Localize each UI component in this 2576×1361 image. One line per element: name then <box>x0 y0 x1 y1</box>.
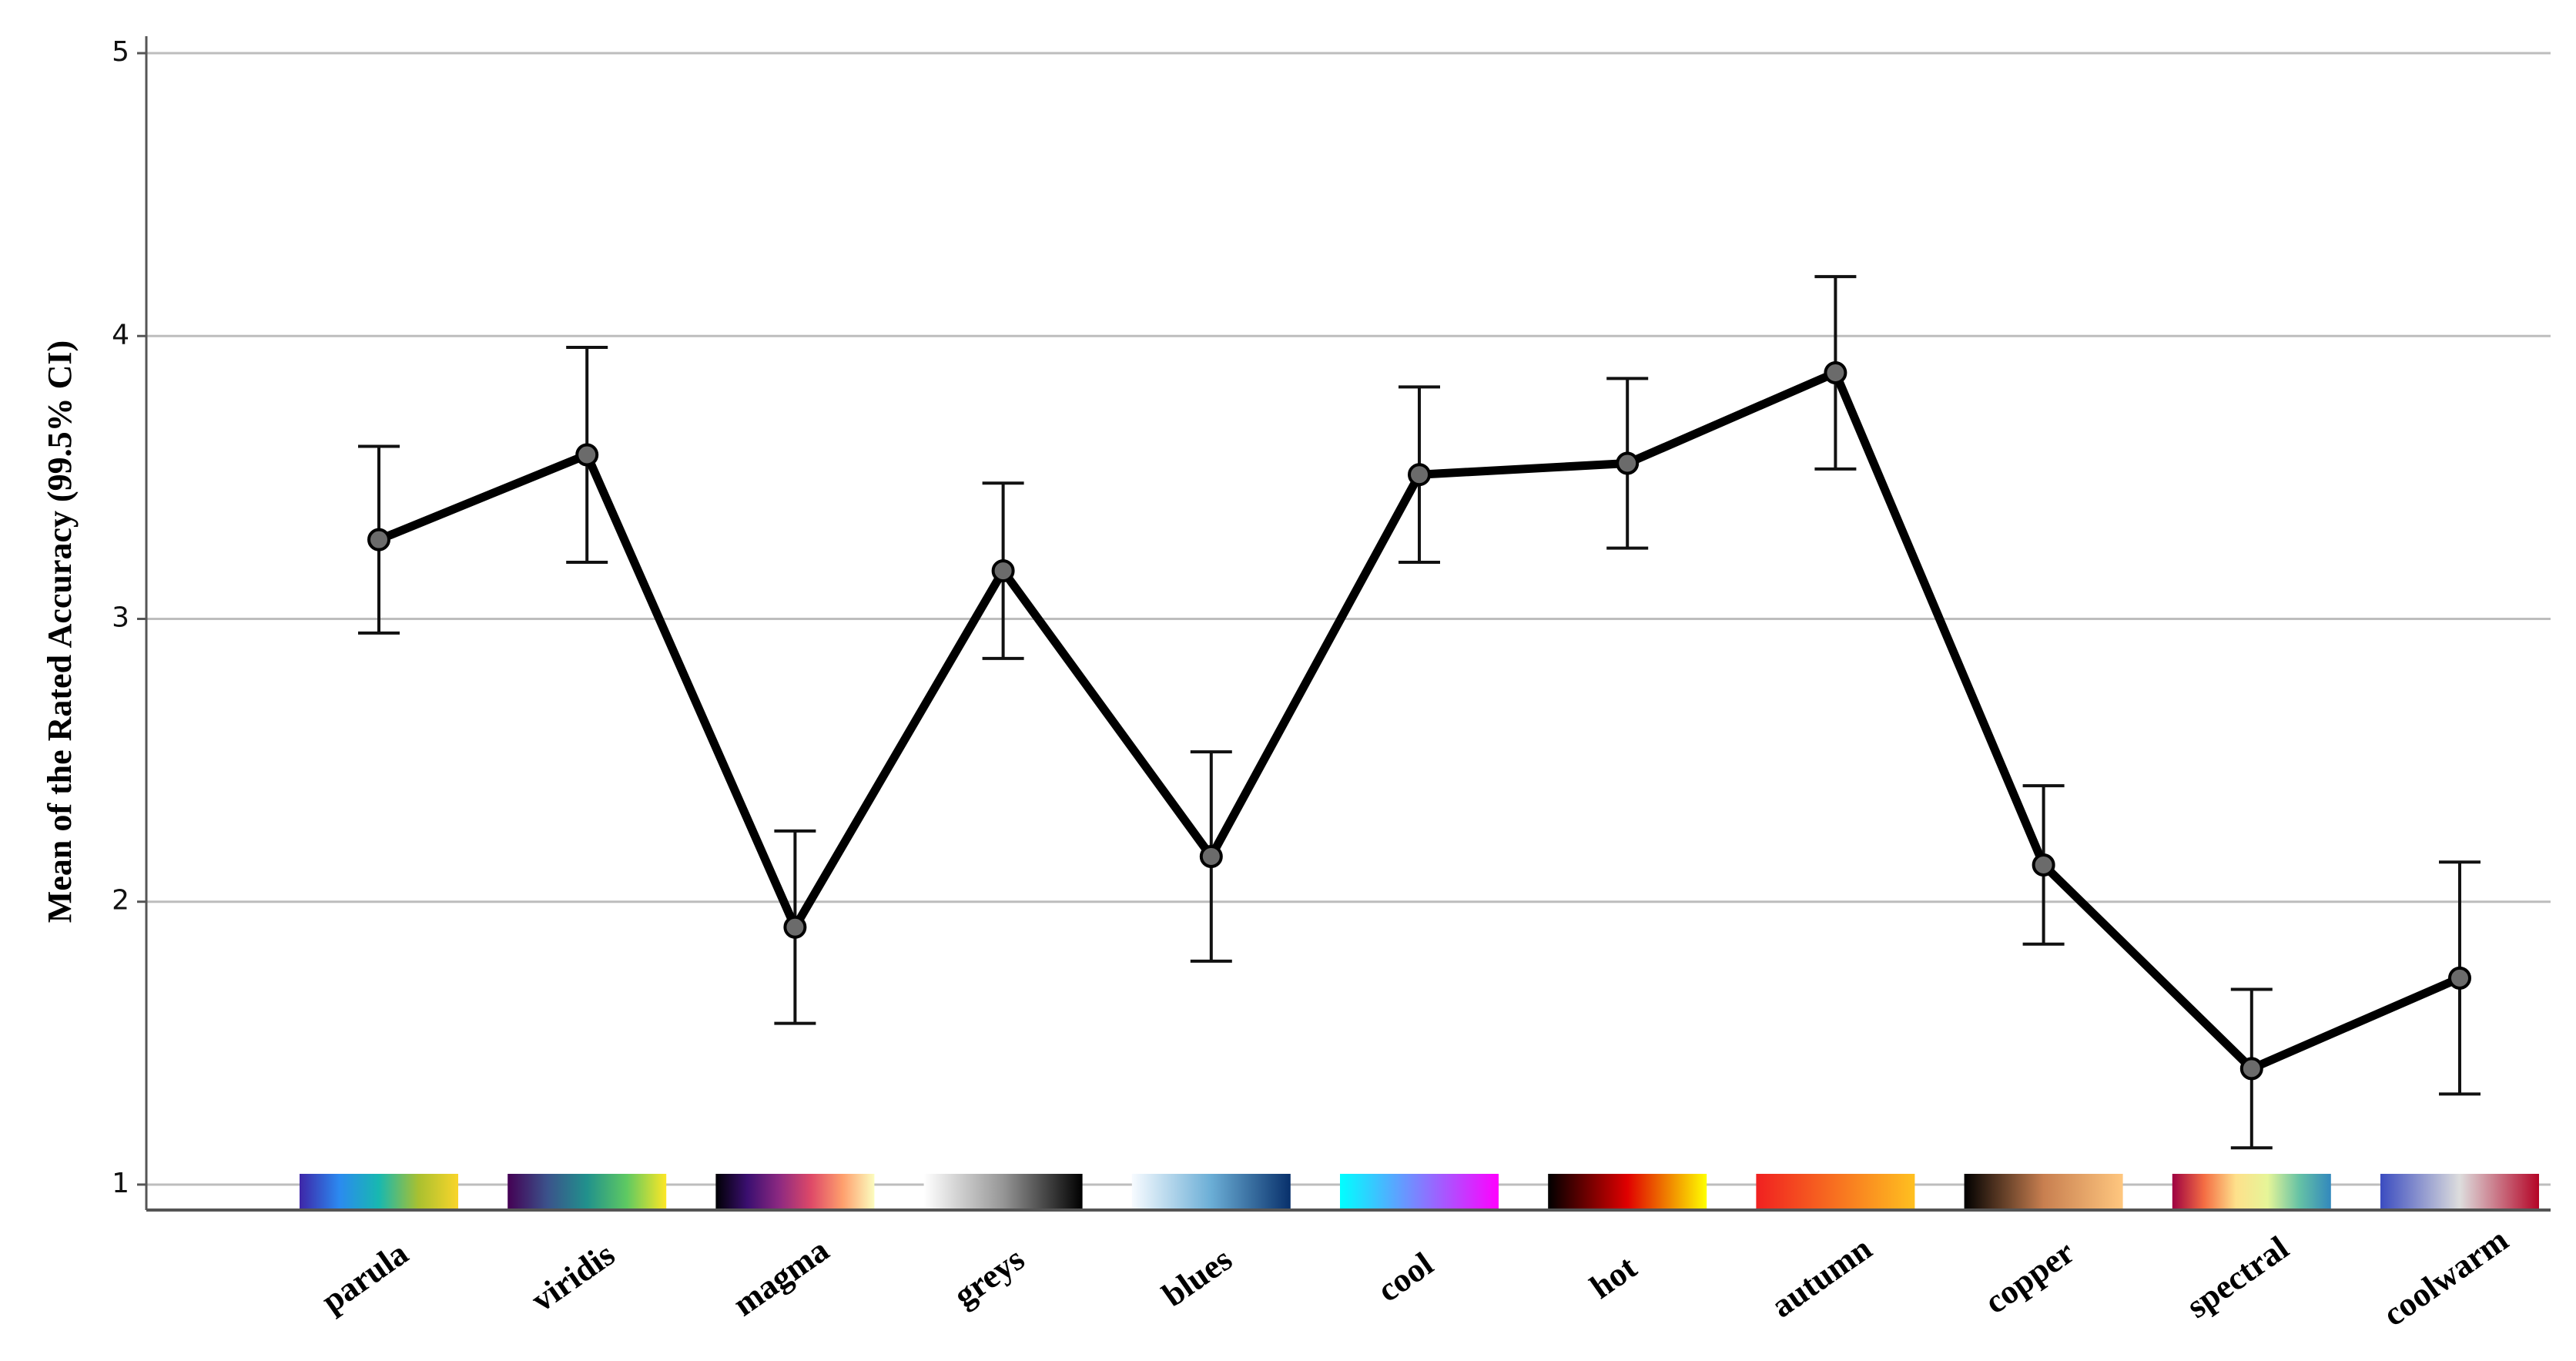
x-tick-label: magma <box>726 1231 836 1323</box>
x-tick-label: copper <box>1978 1233 2081 1321</box>
data-point <box>1408 463 1431 487</box>
y-tick-label: 5 <box>112 36 129 68</box>
y-tick-label: 3 <box>112 602 129 633</box>
y-axis-title: Mean of the Rated Accuracy (99.5% CI) <box>41 340 79 923</box>
x-tick-label: greys <box>947 1240 1032 1315</box>
colormap-swatch <box>507 1174 667 1210</box>
colormap-swatch <box>1756 1174 1915 1210</box>
x-tick-label: blues <box>1155 1240 1238 1314</box>
colormap-swatch <box>1964 1174 2123 1210</box>
y-tick-label: 2 <box>112 885 129 917</box>
colormap-swatch <box>715 1174 875 1210</box>
data-point <box>575 443 599 467</box>
y-tick-label: 4 <box>112 319 129 350</box>
data-point <box>2448 966 2471 990</box>
colormap-swatch <box>923 1174 1083 1210</box>
x-tick-label: spectral <box>2179 1229 2295 1326</box>
x-tick-label: autumn <box>1764 1229 1878 1325</box>
colormap-swatch <box>300 1174 458 1210</box>
x-tick-label: parula <box>315 1234 415 1320</box>
colormap-swatch <box>2380 1174 2539 1210</box>
data-point <box>1199 844 1223 868</box>
data-point <box>991 559 1015 583</box>
colormap-swatch <box>1131 1174 1291 1210</box>
colormap-swatch <box>2172 1174 2331 1210</box>
x-tick-label: hot <box>1583 1248 1643 1306</box>
colormap-swatch <box>1340 1174 1499 1210</box>
data-point <box>367 528 390 551</box>
data-point <box>2032 853 2055 877</box>
data-point <box>1824 361 1847 385</box>
data-point <box>2239 1057 2263 1081</box>
x-tick-label: viridis <box>524 1235 621 1319</box>
data-point <box>783 915 807 939</box>
x-tick-label: coolwarm <box>2377 1221 2515 1334</box>
y-tick-label: 1 <box>112 1168 129 1199</box>
data-point <box>1616 451 1640 475</box>
colormap-swatch <box>1548 1174 1707 1210</box>
x-tick-label: cool <box>1371 1245 1440 1309</box>
